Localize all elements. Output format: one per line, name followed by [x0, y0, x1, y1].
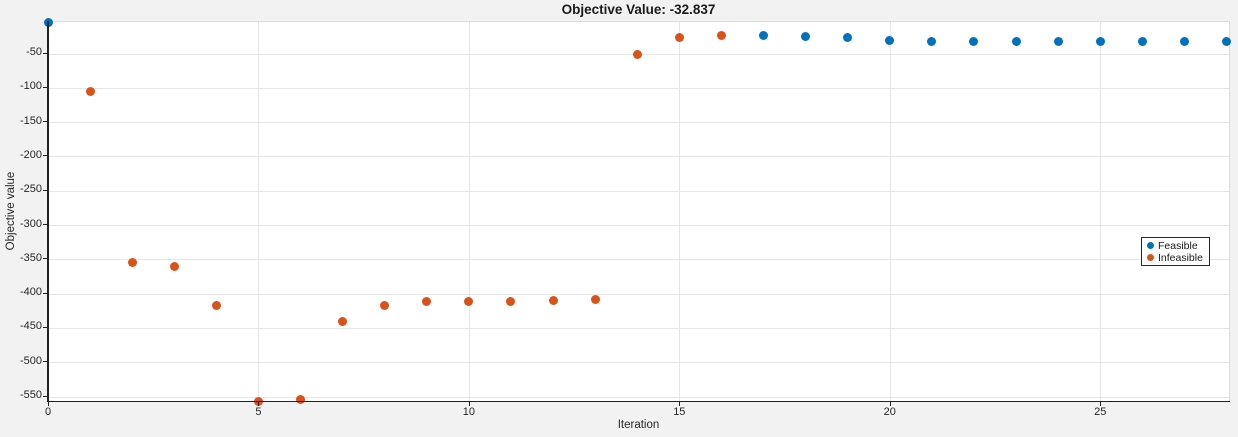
data-point-feasible: [843, 33, 853, 43]
y-tick-mark: [43, 258, 47, 260]
x-gridline: [1100, 22, 1102, 402]
x-tick-label: 25: [1094, 406, 1107, 418]
y-gridline: [48, 87, 1229, 89]
y-axis-line: [47, 21, 49, 402]
data-point-feasible: [801, 31, 811, 41]
x-tick-mark: [889, 402, 891, 406]
x-tick-label: 10: [462, 406, 475, 418]
y-tick-label: -500: [19, 354, 42, 367]
y-tick-mark: [43, 292, 47, 294]
data-point-infeasible: [296, 394, 306, 404]
x-gridline: [679, 22, 681, 402]
x-tick-mark: [1100, 402, 1102, 406]
data-point-feasible: [969, 37, 979, 47]
y-gridline: [48, 122, 1229, 124]
data-point-infeasible: [422, 297, 432, 307]
legend-label: Feasible: [1158, 239, 1198, 252]
feasible-marker-icon: [1147, 242, 1154, 249]
data-point-infeasible: [338, 316, 348, 326]
y-tick-mark: [43, 121, 47, 123]
y-gridline: [48, 225, 1229, 227]
y-tick-label: -350: [19, 251, 42, 264]
y-tick-label: -150: [19, 114, 42, 127]
data-point-infeasible: [632, 50, 642, 60]
legend-label: Infeasible: [1158, 251, 1203, 264]
y-tick-label: -300: [19, 217, 42, 230]
x-tick-label: 20: [883, 406, 896, 418]
y-gridline: [48, 327, 1229, 329]
legend-item-feasible: Feasible: [1147, 239, 1203, 252]
y-tick-mark: [43, 155, 47, 157]
data-point-infeasible: [211, 300, 221, 310]
y-tick-mark: [43, 86, 47, 88]
y-gridline: [48, 190, 1229, 192]
data-point-feasible: [1179, 37, 1189, 47]
chart-title: Objective Value: -32.837: [561, 2, 716, 17]
y-tick-mark: [43, 52, 47, 54]
y-gridline: [48, 293, 1229, 295]
data-point-infeasible: [85, 87, 95, 97]
data-point-infeasible: [548, 295, 558, 305]
y-tick-mark: [43, 326, 47, 328]
y-tick-label: -250: [19, 183, 42, 196]
data-point-infeasible: [716, 31, 726, 41]
y-tick-label: -550: [19, 389, 42, 401]
x-tick-label: 0: [44, 406, 52, 418]
data-point-feasible: [759, 31, 768, 41]
y-tick-label: -100: [19, 80, 42, 93]
x-tick-mark: [468, 402, 470, 406]
infeasible-marker-icon: [1147, 254, 1154, 261]
y-tick-mark: [43, 224, 47, 226]
data-point-infeasible: [506, 296, 516, 306]
data-point-infeasible: [674, 32, 684, 42]
y-tick-mark: [43, 361, 47, 363]
legend-item-infeasible: Infeasible: [1147, 251, 1203, 264]
x-tick-mark: [258, 402, 260, 406]
data-point-infeasible: [127, 257, 137, 267]
x-axis-line: [47, 400, 1230, 402]
x-tick-mark: [48, 402, 49, 406]
x-tick-mark: [679, 402, 681, 406]
y-tick-label: -450: [19, 320, 42, 333]
x-tick-label: 5: [255, 406, 262, 418]
x-axis-label: Iteration: [617, 419, 660, 431]
y-gridline: [48, 362, 1229, 364]
y-tick-label: -400: [19, 286, 42, 299]
y-tick-label: -50: [26, 46, 42, 59]
data-point-feasible: [1095, 37, 1105, 47]
data-point-infeasible: [380, 300, 390, 310]
data-point-infeasible: [590, 294, 600, 304]
y-tick-mark: [43, 189, 47, 191]
data-point-feasible: [1053, 37, 1063, 47]
x-tick-label: 15: [673, 406, 686, 418]
data-point-infeasible: [464, 297, 474, 306]
data-point-infeasible: [169, 261, 179, 271]
y-gridline: [48, 396, 1229, 398]
y-gridline: [48, 259, 1229, 261]
plot-area: [43, 17, 1231, 406]
data-point-feasible: [1011, 37, 1021, 47]
x-gridline: [468, 22, 470, 402]
x-gridline: [889, 22, 891, 402]
data-point-feasible: [1221, 37, 1231, 47]
data-point-feasible: [1137, 37, 1147, 47]
x-gridline: [258, 22, 260, 402]
y-tick-label: -200: [19, 148, 42, 161]
y-gridline: [48, 156, 1229, 158]
legend: Feasible Infeasible: [1141, 237, 1210, 266]
y-tick-mark: [43, 395, 47, 397]
data-point-feasible: [927, 37, 937, 47]
data-point-feasible: [885, 36, 895, 46]
